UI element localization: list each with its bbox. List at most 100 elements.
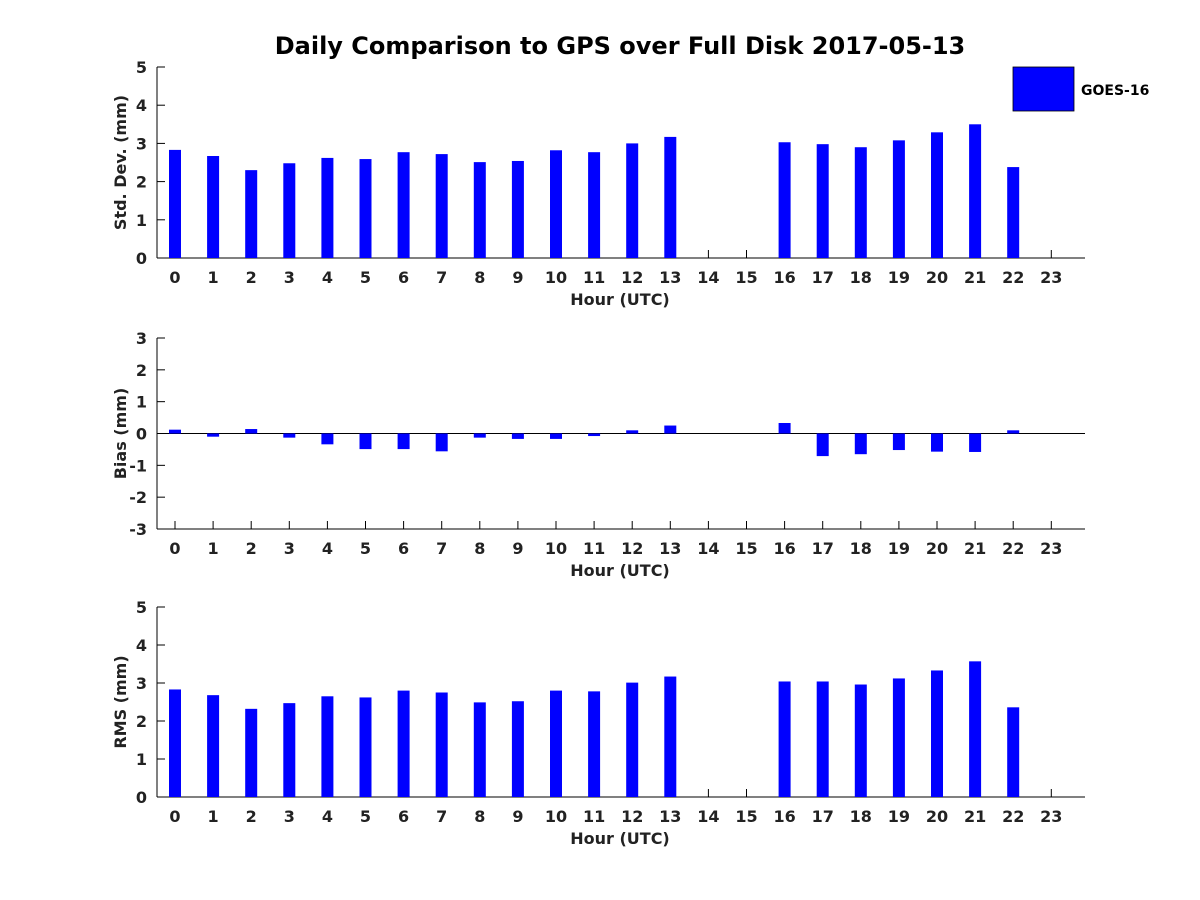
rms-bar: [854, 684, 867, 797]
rms-y-tick-label: 5: [136, 598, 147, 617]
rms-x-tick-label: 13: [659, 807, 681, 826]
rms-x-axis-label: Hour (UTC): [570, 829, 670, 848]
bias-x-tick-label: 14: [697, 539, 719, 558]
rms-bar: [778, 681, 791, 797]
std-dev-x-tick-label: 14: [697, 268, 719, 287]
rms-x-tick-label: 7: [436, 807, 447, 826]
rms-x-tick-label: 20: [926, 807, 948, 826]
std-dev-x-tick-label: 18: [850, 268, 872, 287]
std-dev-y-tick-labels: 0 1 2 3 4 5: [136, 58, 147, 268]
bias-bar: [1007, 430, 1020, 434]
rms-bar: [550, 690, 562, 797]
std-dev-bar: [473, 162, 486, 258]
rms-x-tick-label: 15: [735, 807, 757, 826]
std-dev-y-tick-label: 2: [136, 173, 147, 192]
std-dev-x-tick-label: 6: [398, 268, 409, 287]
bias-bar: [588, 433, 601, 437]
bias-y-tick-labels: -3 -2 -1 0 1 2 3: [129, 329, 147, 539]
std-dev-x-tick-label: 2: [246, 268, 257, 287]
bias-axes: [156, 337, 1085, 530]
std-dev-bar: [664, 136, 677, 258]
bias-bar: [283, 433, 296, 438]
rms-x-tick-label: 6: [398, 807, 409, 826]
std-dev-bar: [588, 152, 601, 258]
rms-bar: [969, 661, 982, 797]
std-dev-x-tick-label: 15: [735, 268, 757, 287]
chart-title: Daily Comparison to GPS over Full Disk 2…: [275, 32, 966, 60]
bias-y-axis-label: Bias (mm): [111, 388, 130, 480]
legend-label-goes-16: GOES-16: [1081, 83, 1149, 99]
std-dev-bar: [969, 124, 982, 258]
rms-bar: [473, 702, 486, 797]
std-dev-x-tick-label: 5: [360, 268, 371, 287]
rms-bar: [664, 676, 677, 797]
bias-bar: [511, 433, 524, 439]
rms-x-tick-label: 3: [284, 807, 295, 826]
bias-y-tick-label: -2: [129, 488, 147, 507]
bias-bars: [169, 422, 1020, 457]
std-dev-bar: [778, 142, 791, 258]
bias-x-tick-labels: 0 1 2 3 4 5 6 7 8 9 10 11 12 13 14 15 16 17 18 19 20 21 22 23: [169, 539, 1062, 558]
rms-y-tick-label: 0: [136, 788, 147, 807]
bias-bar: [245, 429, 258, 434]
std-dev-x-tick-label: 7: [436, 268, 447, 287]
bias-bar: [435, 433, 448, 452]
std-dev-bar: [169, 149, 181, 258]
bias-x-tick-label: 20: [926, 539, 948, 558]
bias-bar: [778, 422, 791, 434]
std-dev-x-axis-label: Hour (UTC): [570, 290, 670, 309]
bias-bar: [550, 433, 562, 439]
std-dev-x-tick-label: 20: [926, 268, 948, 287]
std-dev-x-tick-labels: 0 1 2 3 4 5 6 7 8 9 10 11 12 13 14 15 16 17 18 19 20 21 22 23: [169, 268, 1062, 287]
rms-x-tick-label: 17: [812, 807, 834, 826]
bias-x-tick-label: 1: [208, 539, 219, 558]
rms-x-tick-label: 2: [246, 807, 257, 826]
rms-panel: 0 1 2 3 4 5 6 7 8 9 10 11 12 13 14 15 16 17 18 19 20 21 22 23 0…: [111, 598, 1085, 848]
rms-bar: [321, 696, 334, 797]
bias-bar: [892, 433, 905, 451]
bias-x-tick-label: 23: [1040, 539, 1062, 558]
bias-bar: [207, 433, 220, 437]
rms-bar: [207, 695, 220, 797]
rms-x-tick-label: 16: [773, 807, 795, 826]
bias-x-tick-label: 2: [246, 539, 257, 558]
rms-y-tick-label: 1: [136, 750, 147, 769]
rms-x-tick-label: 18: [850, 807, 872, 826]
std-dev-x-tick-label: 4: [322, 268, 333, 287]
bias-x-tick-label: 12: [621, 539, 643, 558]
rms-bar: [435, 692, 448, 797]
rms-bars: [169, 661, 1020, 797]
rms-y-tick-label: 2: [136, 712, 147, 731]
rms-axes: [156, 606, 1085, 798]
rms-bar: [359, 697, 372, 797]
bias-y-tick-label: 0: [136, 425, 147, 444]
bias-x-tick-label: 15: [735, 539, 757, 558]
rms-y-tick-label: 3: [136, 674, 147, 693]
std-dev-x-tick-label: 8: [474, 268, 485, 287]
std-dev-x-tick-label: 3: [284, 268, 295, 287]
std-dev-panel: 0 1 2 3 4 5 6 7 8 9 10 11 12 13 14 15 16 17 18 19 20 21 22 23 0…: [111, 58, 1085, 309]
rms-y-axis-label: RMS (mm): [111, 655, 130, 748]
rms-x-tick-label: 1: [208, 807, 219, 826]
std-dev-x-tick-label: 17: [812, 268, 834, 287]
bias-x-tick-label: 13: [659, 539, 681, 558]
std-dev-bar: [321, 157, 334, 258]
std-dev-y-tick-label: 0: [136, 249, 147, 268]
rms-bar: [1007, 707, 1020, 797]
std-dev-bar: [359, 159, 372, 258]
rms-x-tick-label: 10: [545, 807, 567, 826]
std-dev-bar: [245, 170, 258, 258]
bias-bar: [664, 425, 677, 434]
bias-bar: [931, 433, 943, 452]
std-dev-bar: [435, 154, 448, 258]
std-dev-x-tick-label: 22: [1002, 268, 1024, 287]
std-dev-bar: [550, 150, 562, 258]
bias-x-tick-label: 19: [888, 539, 910, 558]
std-dev-y-tick-label: 4: [136, 96, 147, 115]
rms-bar: [169, 689, 181, 797]
rms-x-tick-label: 14: [697, 807, 719, 826]
rms-x-tick-labels: 0 1 2 3 4 5 6 7 8 9 10 11 12 13 14 15 16 17 18 19 20 21 22 23: [169, 807, 1062, 826]
bias-bar: [359, 433, 372, 450]
rms-x-tick-label: 23: [1040, 807, 1062, 826]
